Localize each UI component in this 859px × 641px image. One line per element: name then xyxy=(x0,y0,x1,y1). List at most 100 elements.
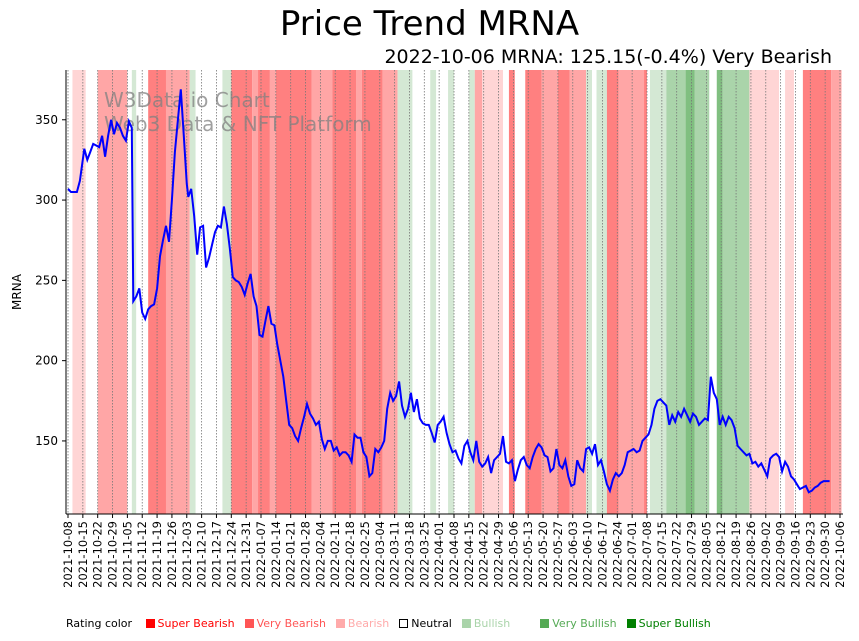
legend: Rating color Super Bearish Very Bearish Be… xyxy=(66,617,721,630)
x-tick-label: 2022-05-06 xyxy=(506,521,520,588)
rating-band xyxy=(586,70,593,514)
x-tick-label: 2021-10-22 xyxy=(91,521,105,588)
x-tick-label: 2022-07-01 xyxy=(625,521,639,588)
rating-band xyxy=(397,70,413,514)
legend-item: Super Bullish xyxy=(626,617,715,630)
rating-band xyxy=(222,70,232,514)
rating-band xyxy=(644,70,647,514)
rating-band xyxy=(508,70,515,514)
x-tick-label: 2022-01-28 xyxy=(299,521,313,588)
x-tick-label: 2021-12-31 xyxy=(239,521,253,588)
x-tick-label: 2022-04-22 xyxy=(477,521,491,588)
rating-band xyxy=(85,70,98,514)
x-tick-label: 2022-04-01 xyxy=(432,521,446,588)
legend-title: Rating color xyxy=(66,617,136,630)
legend-item: Bearish xyxy=(335,617,393,630)
x-tick-label: 2022-02-25 xyxy=(358,521,372,588)
x-tick-label: 2022-07-15 xyxy=(655,521,669,588)
watermark-line-1: W3Data.io Chart xyxy=(104,88,270,112)
x-tick-label: 2022-03-18 xyxy=(402,521,416,588)
x-tick-label: 2022-08-19 xyxy=(729,521,743,588)
legend-swatch xyxy=(461,619,471,628)
rating-band xyxy=(716,70,723,514)
rating-band xyxy=(618,70,645,514)
rating-band xyxy=(356,70,362,514)
rating-band xyxy=(231,70,253,514)
x-tick-label: 2022-09-16 xyxy=(788,521,802,588)
rating-band xyxy=(454,70,469,514)
rating-band xyxy=(252,70,259,514)
x-tick-label: 2022-09-02 xyxy=(759,521,773,588)
y-tick-label: 350 xyxy=(35,113,58,127)
x-tick-label: 2022-04-29 xyxy=(492,521,506,588)
x-tick-label: 2022-10-06 xyxy=(833,521,847,588)
x-tick-label: 2022-01-21 xyxy=(284,521,298,588)
y-tick-label: 150 xyxy=(35,434,58,448)
rating-band xyxy=(785,70,794,514)
axes: 2021-10-08 2021-10-15 2021-10-22 2021-10-29… xyxy=(35,70,847,588)
rating-band xyxy=(72,70,86,514)
rating-band xyxy=(779,70,786,514)
x-tick-label: 2022-06-24 xyxy=(610,521,624,588)
x-tick-label: 2022-05-27 xyxy=(551,521,565,588)
x-tick-label: 2022-03-11 xyxy=(388,521,402,588)
rating-band xyxy=(127,70,132,514)
rating-band xyxy=(448,70,454,514)
x-tick-label: 2021-10-29 xyxy=(106,521,120,588)
rating-band xyxy=(709,70,717,514)
x-tick-label: 2021-12-10 xyxy=(195,521,209,588)
x-tick-label: 2021-11-05 xyxy=(120,521,134,588)
x-tick-label: 2022-02-04 xyxy=(313,521,327,588)
chart-subtitle: 2022-10-06 MRNA: 125.15(-0.4%) Very Bear… xyxy=(384,46,832,68)
legend-item: Bullish xyxy=(461,617,514,630)
rating-band xyxy=(685,70,695,514)
legend-label: Very Bullish xyxy=(552,617,617,630)
legend-swatch xyxy=(626,619,636,628)
rating-band xyxy=(694,70,710,514)
x-tick-label: 2022-02-11 xyxy=(328,521,342,588)
legend-item: Neutral xyxy=(399,617,456,630)
watermark: W3Data.io Chart Web3 Data & NFT Platform xyxy=(104,88,372,136)
rating-band xyxy=(116,70,128,514)
rating-band xyxy=(749,70,780,514)
x-tick-label: 2022-09-30 xyxy=(818,521,832,588)
rating-band xyxy=(311,70,333,514)
legend-label: Bullish xyxy=(473,617,511,630)
x-tick-label: 2022-01-14 xyxy=(269,521,283,588)
legend-item: Very Bullish xyxy=(540,617,620,630)
rating-band xyxy=(258,70,270,514)
x-tick-label: 2021-10-15 xyxy=(76,521,90,588)
rating-band xyxy=(514,70,526,514)
rating-band xyxy=(361,70,383,514)
legend-item: Very Bearish xyxy=(244,617,330,630)
rating-band xyxy=(557,70,570,514)
legend-label: Very Bearish xyxy=(256,617,326,630)
rating-band xyxy=(541,70,558,514)
x-tick-label: 2022-03-25 xyxy=(417,521,431,588)
rating-band xyxy=(793,70,803,514)
x-tick-label: 2022-06-03 xyxy=(566,521,580,588)
rating-band xyxy=(592,70,597,514)
x-tick-label: 2022-06-10 xyxy=(581,521,595,588)
x-tick-label: 2022-07-29 xyxy=(685,521,699,588)
rating-band xyxy=(269,70,276,514)
x-tick-label: 2022-01-07 xyxy=(254,521,268,588)
legend-swatch xyxy=(335,619,345,628)
x-tick-label: 2021-12-17 xyxy=(209,521,223,588)
x-tick-label: 2022-08-05 xyxy=(699,521,713,588)
legend-label: Bearish xyxy=(347,617,390,630)
rating-bands xyxy=(68,70,842,514)
x-tick-label: 2022-07-22 xyxy=(670,521,684,588)
legend-label: Super Bearish xyxy=(157,617,235,630)
rating-band xyxy=(525,70,542,514)
rating-band xyxy=(382,70,398,514)
x-tick-label: 2022-08-12 xyxy=(714,521,728,588)
rating-band xyxy=(165,70,190,514)
x-tick-label: 2022-05-13 xyxy=(521,521,535,588)
rating-band xyxy=(666,70,686,514)
x-tick-label: 2022-04-08 xyxy=(447,521,461,588)
x-tick-label: 2022-03-04 xyxy=(373,521,387,588)
legend-swatch xyxy=(244,619,254,628)
y-tick-label: 300 xyxy=(35,193,58,207)
